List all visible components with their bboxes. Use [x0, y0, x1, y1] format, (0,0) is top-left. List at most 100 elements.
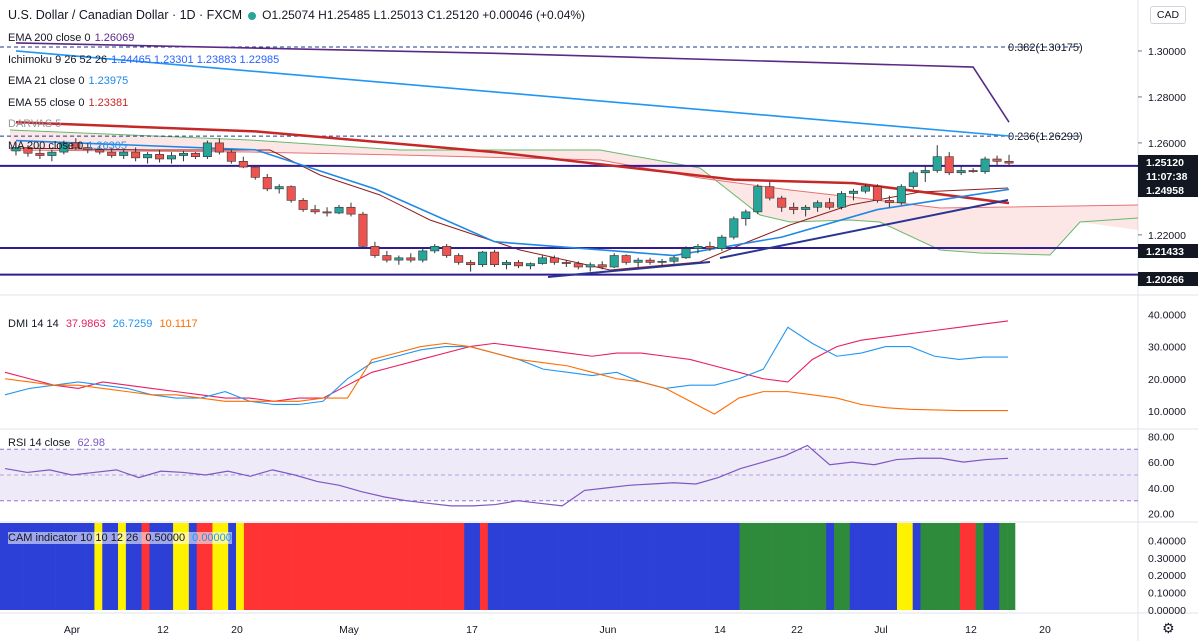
- price-tick-label: 1.30000: [1148, 46, 1186, 58]
- candle: [370, 241, 380, 258]
- candle-body: [920, 170, 930, 174]
- legend-item-value: 1.23381: [88, 96, 129, 109]
- candle-body: [537, 257, 547, 264]
- candle-body: [11, 147, 21, 152]
- cam-bar: [936, 523, 945, 610]
- cam-bar: [739, 523, 748, 610]
- dmi-tick-label: 20.0000: [1148, 374, 1186, 386]
- candle: [597, 261, 607, 270]
- candle-body: [322, 211, 332, 214]
- cam-bar: [716, 523, 725, 610]
- cam-bar: [881, 523, 890, 610]
- cam-bar: [826, 523, 835, 610]
- candle: [59, 140, 69, 155]
- cam-bar: [369, 523, 378, 610]
- candle-body: [35, 152, 45, 156]
- candle: [513, 260, 523, 269]
- ohlc-readout: O1.25074 H1.25485 L1.25013 C1.25120 +0.0…: [262, 8, 586, 22]
- ma-line: [15, 42, 1010, 123]
- candle-body: [645, 259, 655, 263]
- candle-body: [681, 248, 691, 259]
- candle-body: [23, 147, 33, 154]
- cam-bar: [338, 523, 347, 610]
- cam-bar: [188, 523, 198, 610]
- price-tick-label: 1.22000: [1148, 230, 1186, 242]
- fib-level-label: 0.236(1.26293): [1008, 131, 1083, 143]
- candle-body: [525, 263, 535, 267]
- legend-item[interactable]: EMA 21 close 0 1.23975: [8, 75, 128, 87]
- candle-body: [454, 255, 464, 263]
- cam-bar: [519, 523, 528, 610]
- cam-bar: [857, 523, 866, 610]
- candle: [621, 254, 631, 265]
- cam-bar: [401, 523, 410, 610]
- cam-bar: [574, 523, 583, 610]
- candle-body: [155, 154, 165, 160]
- candle: [466, 260, 476, 272]
- gear-icon[interactable]: ⚙: [1162, 620, 1175, 636]
- candle: [992, 155, 1002, 166]
- cam-tick-label: 0.40000: [1148, 535, 1186, 547]
- candle: [645, 257, 655, 265]
- cam-bar: [676, 523, 685, 610]
- candle-body: [573, 263, 583, 268]
- candle-body: [406, 257, 416, 261]
- candle-body: [394, 257, 404, 261]
- cam-bar: [708, 523, 717, 610]
- dmi-adx-value: 10.1117: [159, 318, 198, 330]
- candle: [178, 150, 188, 162]
- cam-legend[interactable]: CAM indicator 10 10 12 26 0.50000 0.0000…: [8, 532, 232, 544]
- dmi-line: [4, 320, 1009, 402]
- time-tick-label: Apr: [64, 624, 81, 636]
- legend-item[interactable]: DARVAS 5: [8, 118, 61, 130]
- legend-item-name: EMA 200 close 0: [8, 32, 91, 44]
- fib-level-label: 0.382(1.30175): [1008, 42, 1083, 54]
- cam-bar: [692, 523, 701, 610]
- candle: [848, 188, 858, 201]
- candle-body: [765, 186, 775, 199]
- candle: [322, 207, 332, 217]
- currency-selector[interactable]: CAD: [1150, 6, 1186, 24]
- cam-bar: [330, 523, 339, 610]
- legend-item[interactable]: EMA 55 close 0 1.23381: [8, 97, 128, 109]
- candle: [837, 191, 847, 210]
- candle-body: [717, 236, 727, 249]
- legend-item[interactable]: Ichimoku 9 26 52 26 1.24465 1.23301 1.238…: [8, 54, 279, 66]
- price-label-text: 1.20266: [1146, 274, 1184, 286]
- cam-bar: [778, 523, 788, 610]
- dmi-legend[interactable]: DMI 14 14 37.9863 26.7259 10.1117: [8, 318, 198, 330]
- candle: [705, 241, 715, 251]
- candle-body: [502, 262, 512, 266]
- cam-bar: [298, 523, 308, 610]
- cam-bar: [487, 523, 496, 610]
- cam-bar: [409, 523, 418, 610]
- legend-item[interactable]: EMA 200 close 0 1.26069: [8, 32, 134, 44]
- candle-body: [944, 156, 954, 174]
- legend-item-value: 1.23975: [88, 75, 129, 87]
- cam-bar: [236, 523, 245, 610]
- candle: [334, 204, 344, 215]
- cam-bar: [141, 523, 150, 610]
- candle: [442, 244, 452, 258]
- cam-bar: [590, 523, 599, 610]
- cam-value-1: 0.50000: [145, 532, 186, 544]
- legend-item[interactable]: MA 200 close 0 1.26305: [8, 140, 127, 152]
- symbol-title[interactable]: U.S. Dollar / Canadian Dollar · 1D · FXC…: [8, 8, 243, 22]
- cam-bar: [700, 523, 709, 610]
- time-tick-label: 12: [157, 624, 169, 636]
- cam-bar: [928, 523, 937, 610]
- candle-body: [382, 255, 392, 261]
- cam-bar: [456, 523, 465, 610]
- cam-bar: [865, 523, 874, 610]
- candle: [1004, 154, 1014, 166]
- rsi-legend[interactable]: RSI 14 close 62.98: [8, 437, 105, 449]
- cam-bar: [291, 523, 300, 610]
- candle: [238, 156, 248, 169]
- cam-bar: [448, 523, 457, 610]
- rsi-tick-label: 20.00: [1148, 509, 1174, 521]
- cam-bar: [849, 523, 858, 610]
- candle: [382, 250, 392, 263]
- candle: [537, 255, 547, 265]
- rsi-tick-label: 40.00: [1148, 483, 1174, 495]
